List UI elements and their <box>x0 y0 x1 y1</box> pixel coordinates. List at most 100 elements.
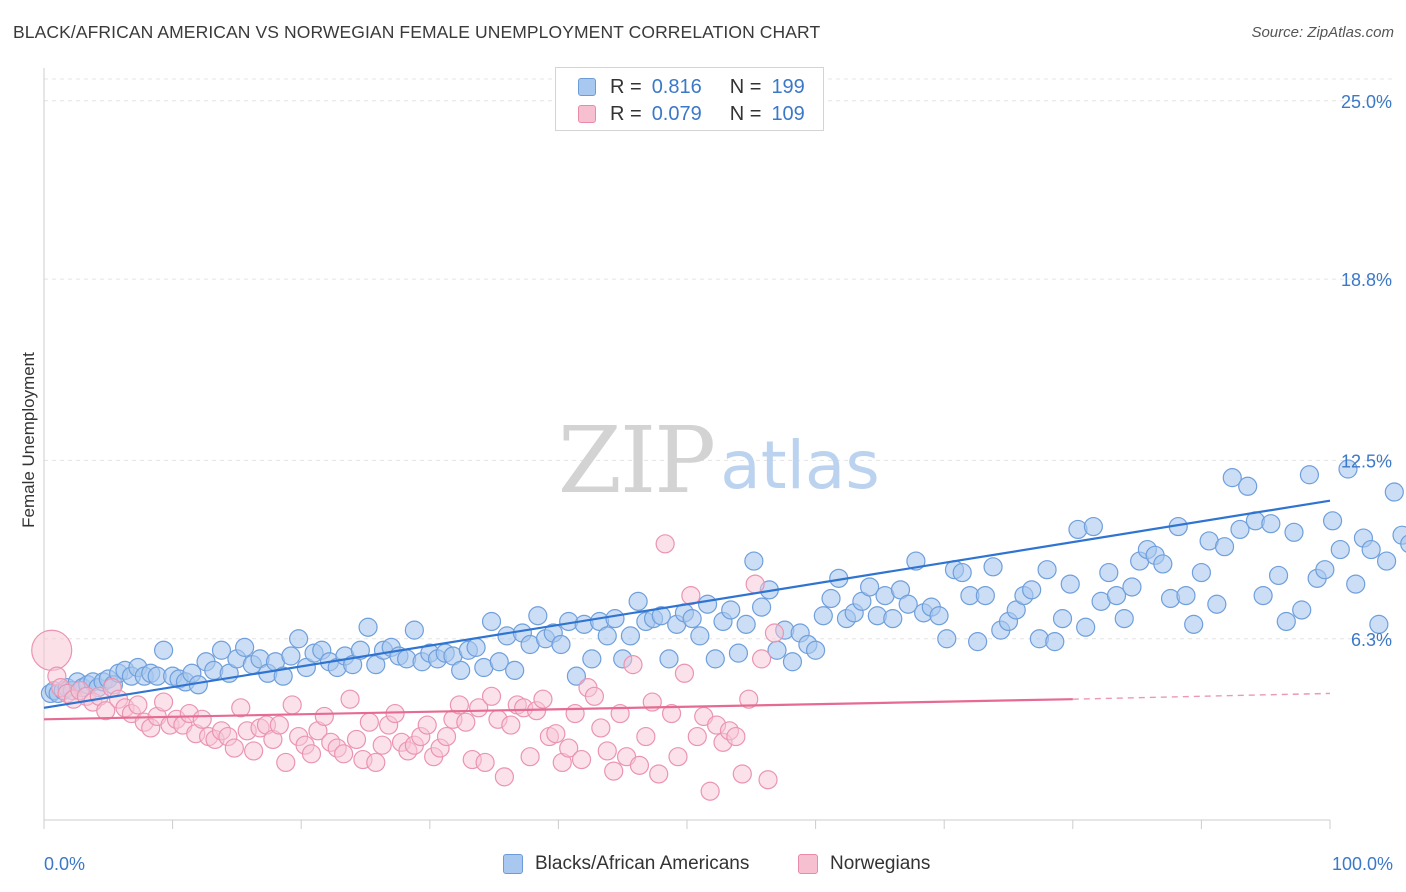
data-point-blacks <box>597 626 617 646</box>
gridlines <box>44 78 1392 640</box>
data-point-norwegians <box>739 689 759 709</box>
y-tick-label: 12.5% <box>1341 451 1392 471</box>
data-point-norwegians <box>244 741 264 761</box>
data-point-blacks <box>805 640 826 660</box>
series-norwegians <box>31 534 785 801</box>
data-point-blacks <box>582 649 602 669</box>
data-point-norwegians <box>649 764 669 784</box>
bottom-legend-norwegians: Norwegians <box>798 851 930 877</box>
data-point-blacks <box>721 600 741 620</box>
data-point-norwegians <box>231 698 251 718</box>
y-tick-label: 6.3% <box>1351 630 1392 650</box>
data-point-blacks <box>235 637 255 657</box>
data-point-blacks <box>860 577 880 597</box>
data-point-blacks <box>551 634 571 655</box>
data-point-blacks <box>1322 511 1343 531</box>
data-point-norwegians <box>655 534 675 554</box>
data-point-norwegians <box>269 715 289 735</box>
bottom-legend-label: Blacks/African Americans <box>535 853 750 874</box>
data-point-blacks <box>682 609 702 629</box>
data-point-blacks <box>1284 522 1304 542</box>
data-point-blacks <box>975 585 995 606</box>
legend-r-label: R = <box>610 75 642 98</box>
data-point-blacks <box>1045 632 1065 652</box>
data-point-norwegians <box>436 726 457 747</box>
data-point-blacks <box>1292 600 1312 620</box>
data-point-blacks <box>705 649 725 669</box>
data-point-blacks <box>481 611 502 632</box>
data-point-blacks <box>566 666 587 686</box>
data-point-blacks <box>1052 609 1073 629</box>
data-point-blacks <box>1037 560 1057 580</box>
legend-r-value: 0.816 <box>651 75 702 98</box>
data-point-blacks <box>659 649 679 669</box>
data-point-norwegians <box>597 741 617 761</box>
data-point-norwegians <box>359 712 379 732</box>
data-point-blacks <box>1346 574 1366 594</box>
data-point-blacks <box>1214 537 1235 557</box>
data-point-norwegians <box>192 709 212 729</box>
data-point-blacks <box>1099 562 1119 583</box>
legend-n-value: 109 <box>771 102 805 125</box>
chart-source: Source: ZipAtlas.com <box>1251 24 1394 41</box>
data-point-norwegians <box>758 770 778 790</box>
data-point-norwegians <box>31 629 73 671</box>
data-point-norwegians <box>475 752 495 773</box>
data-point-blacks <box>929 606 949 626</box>
data-point-norwegians <box>745 574 765 594</box>
data-point-blacks <box>350 640 370 660</box>
data-point-blacks <box>1176 585 1196 606</box>
data-point-blacks <box>404 620 424 640</box>
data-point-blacks <box>1330 539 1350 560</box>
data-point-blacks <box>1022 580 1042 600</box>
bottom-legend-blacks: Blacks/African Americans <box>503 851 749 877</box>
data-point-norwegians <box>732 764 752 784</box>
trend-line-norwegians-extrapolated <box>1072 692 1331 700</box>
data-point-norwegians <box>520 747 540 767</box>
data-point-blacks <box>782 652 803 672</box>
data-point-norwegians <box>571 749 592 770</box>
x-tick-label-min: 0.0% <box>44 854 85 874</box>
data-point-blacks <box>1338 459 1358 479</box>
data-point-blacks <box>153 640 174 660</box>
data-point-blacks <box>1207 594 1227 614</box>
data-point-norwegians <box>533 689 553 709</box>
data-point-blacks <box>281 646 301 666</box>
trend-line-blacks <box>43 499 1331 709</box>
data-point-norwegians <box>494 767 514 787</box>
data-point-norwegians <box>751 649 772 669</box>
data-point-blacks <box>952 562 972 583</box>
data-point-norwegians <box>96 701 116 721</box>
tick-labels: 6.3% 12.5% 18.8% 25.0% 0.0% 100.0% <box>44 92 1393 874</box>
data-point-blacks <box>1299 465 1320 485</box>
data-point-norwegians <box>128 695 148 715</box>
data-point-blacks <box>451 660 471 681</box>
data-point-blacks <box>651 606 671 626</box>
legend-swatch-pink <box>578 105 596 123</box>
data-point-blacks <box>1268 565 1289 586</box>
data-point-blacks <box>1400 534 1406 553</box>
data-point-norwegians <box>366 752 386 773</box>
y-axis-label-wrapper: Female Unemployment <box>14 300 44 580</box>
data-point-blacks <box>620 626 641 646</box>
data-point-blacks <box>1060 574 1080 594</box>
legend-swatch-blue <box>578 78 596 96</box>
bottom-legend-swatch-blue <box>503 854 523 874</box>
data-point-norwegians <box>372 735 392 755</box>
watermark: ZIP atlas <box>558 407 880 514</box>
data-point-blacks <box>968 632 988 652</box>
watermark-atlas: atlas <box>720 427 880 504</box>
data-point-blacks <box>751 597 772 617</box>
trend-lines <box>43 499 1331 721</box>
data-point-norwegians <box>501 715 521 735</box>
data-point-norwegians <box>687 726 707 747</box>
data-point-blacks <box>736 614 756 634</box>
data-point-norwegians <box>340 689 360 709</box>
y-axis-label: Female Unemployment <box>19 352 38 528</box>
data-point-norwegians <box>565 703 585 724</box>
data-point-norwegians <box>282 695 302 715</box>
data-point-blacks <box>1076 617 1096 637</box>
data-point-blacks <box>1230 519 1250 540</box>
watermark-zip: ZIP <box>558 407 714 514</box>
